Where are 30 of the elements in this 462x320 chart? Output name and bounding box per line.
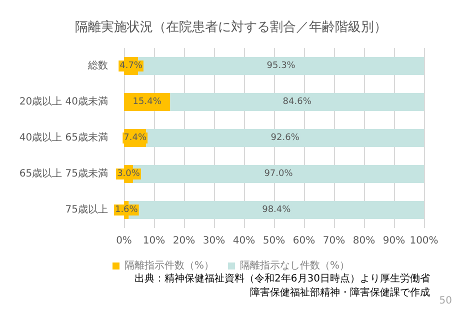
x-tick-label: 10%: [142, 236, 166, 246]
y-tick-label: 75歳以上: [65, 204, 108, 216]
x-tick-label: 60%: [292, 236, 316, 246]
y-tick-label: 40歳以上 65歳未満: [19, 132, 108, 144]
data-label: 7.4%: [124, 133, 147, 143]
x-tick-label: 90%: [382, 236, 406, 246]
y-tick-label: 20歳以上 40歳未満: [19, 96, 108, 108]
data-label: 84.6%: [282, 97, 312, 107]
x-tick-label: 30%: [202, 236, 226, 246]
x-tick-label: 20%: [172, 236, 196, 246]
data-label: 97.0%: [264, 169, 294, 179]
data-label: 92.6%: [270, 133, 300, 143]
x-tick-label: 70%: [322, 236, 346, 246]
legend-label: 隔離指示件数（%）: [124, 260, 214, 272]
x-tick-label: 0%: [116, 236, 132, 246]
x-tick-label: 50%: [262, 236, 286, 246]
legend-label: 隔離指示なし件数（%）: [240, 260, 350, 272]
x-tick-label: 40%: [232, 236, 256, 246]
data-label: 98.4%: [262, 205, 292, 215]
y-tick-label: 65歳以上 75歳未満: [19, 168, 108, 180]
data-label: 95.3%: [266, 61, 296, 71]
chart-title: 隔離実施状況（在院患者に対する割合／年齢階級別）: [75, 19, 387, 35]
data-label: 1.6%: [114, 205, 138, 215]
x-tick-label: 100%: [410, 236, 438, 246]
y-tick-label: 総数: [87, 60, 108, 72]
source-note: 出典：精神保健福祉資料（令和2年6月30日時点）より厚生労働省: [134, 272, 430, 284]
text: 50: [439, 296, 452, 306]
x-tick-label: 80%: [352, 236, 376, 246]
data-label: 15.4%: [132, 97, 162, 107]
text: 障害保健福祉部精神・障害保健課で作成: [250, 286, 430, 298]
